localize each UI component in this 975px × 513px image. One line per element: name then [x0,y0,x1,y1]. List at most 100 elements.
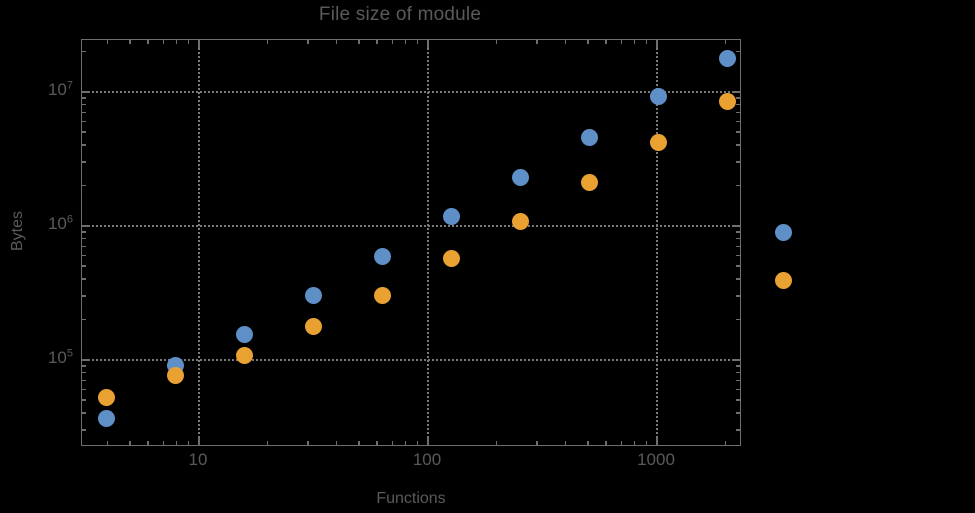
x-axis-tick [495,441,498,446]
data-point [98,409,116,427]
y-axis-tick [736,103,741,106]
y-axis-tick [81,231,86,233]
y-axis-tick [81,131,86,133]
y-axis-tick [81,97,86,99]
gridline-horizontal [81,91,741,93]
y-axis-tick [81,111,86,114]
x-axis-tick [391,441,394,446]
x-axis-tick [587,39,589,44]
x-axis-tick [724,441,727,446]
x-axis-tick [427,437,429,446]
x-axis-tick [198,39,200,48]
data-point [443,250,461,268]
gridline-vertical [427,39,429,446]
data-point [98,388,116,406]
y-tick-label-text: 107 [47,79,73,99]
x-axis-tick [564,441,567,446]
gridline-horizontal [81,225,741,227]
x-axis-tick [307,441,309,446]
y-axis-tick [81,295,86,297]
y-axis-tick [81,254,86,257]
x-axis-tick [416,441,419,446]
x-axis-tick [162,441,165,446]
y-axis-tick [736,237,741,240]
y-axis-tick [81,91,90,93]
x-axis-tick [633,441,636,446]
y-axis-tick [81,278,86,280]
y-axis-tick [736,120,741,123]
data-point [305,286,323,304]
y-axis-tick [736,231,741,233]
y-axis-tick [81,225,90,227]
y-axis-tick [736,412,741,414]
x-axis-tick [605,39,607,44]
y-axis-tick [736,245,741,248]
x-axis-tick [198,437,200,446]
y-axis-tick [736,399,741,401]
x-axis-tick [162,39,165,44]
x-axis-tick [187,39,190,44]
x-axis-tick [620,441,623,446]
x-axis-tick [427,39,429,48]
x-axis-tick [376,441,378,446]
x-axis-tick [620,39,623,44]
y-axis-tick [736,254,741,257]
y-axis-tick [736,50,741,53]
x-axis-tick [266,441,269,446]
plot-frame [81,39,741,446]
y-axis-tick [736,111,741,114]
y-tick-label-text: 106 [47,213,73,233]
y-axis-tick [81,365,86,367]
data-point [511,169,529,187]
x-axis-tick [376,39,378,44]
y-axis-tick [81,237,86,240]
y-tick-label-text: 105 [47,347,73,367]
data-point [167,367,185,385]
y-axis-tick [81,371,86,374]
x-axis-tick [187,441,190,446]
data-point [718,92,736,110]
y-axis-tick [81,265,86,267]
y-axis-tick [736,365,741,367]
x-axis-tick [129,39,131,44]
data-point [236,326,254,344]
y-axis-title: Bytes [9,211,26,252]
x-axis-tick [416,39,419,44]
x-axis-tick [335,39,338,44]
y-axis-tick [736,97,741,99]
x-axis-tick [564,39,567,44]
x-axis-tick [656,39,658,48]
y-axis-tick [81,245,86,248]
x-axis-tick [495,39,498,44]
y-axis-tick [736,388,741,391]
data-point [511,213,529,231]
x-tick-label: 100 [412,450,442,469]
y-axis-tick [81,318,86,321]
y-axis-tick [81,103,86,106]
data-point [774,272,792,290]
data-point [580,173,598,191]
y-axis-tick [81,144,86,146]
x-axis-tick [106,441,109,446]
y-axis-tick [736,265,741,267]
y-axis-tick [81,359,90,361]
x-axis-tick [605,441,607,446]
x-axis-tick [587,441,589,446]
y-axis-tick [81,184,86,187]
chart-title: File size of module [318,4,482,25]
data-point [718,49,736,67]
y-axis-tick [732,225,741,227]
x-axis-tick [633,39,636,44]
y-axis-tick [81,399,86,401]
y-axis-tick [81,388,86,391]
x-axis-tick [536,39,538,44]
gridline-vertical [656,39,658,446]
y-tick-label: 107 [0,80,73,102]
y-axis-tick [81,429,86,431]
data-point [374,248,392,266]
y-axis-tick [732,359,741,361]
x-axis-tick [645,441,648,446]
y-axis-tick [81,50,86,53]
x-axis-tick [307,39,309,44]
